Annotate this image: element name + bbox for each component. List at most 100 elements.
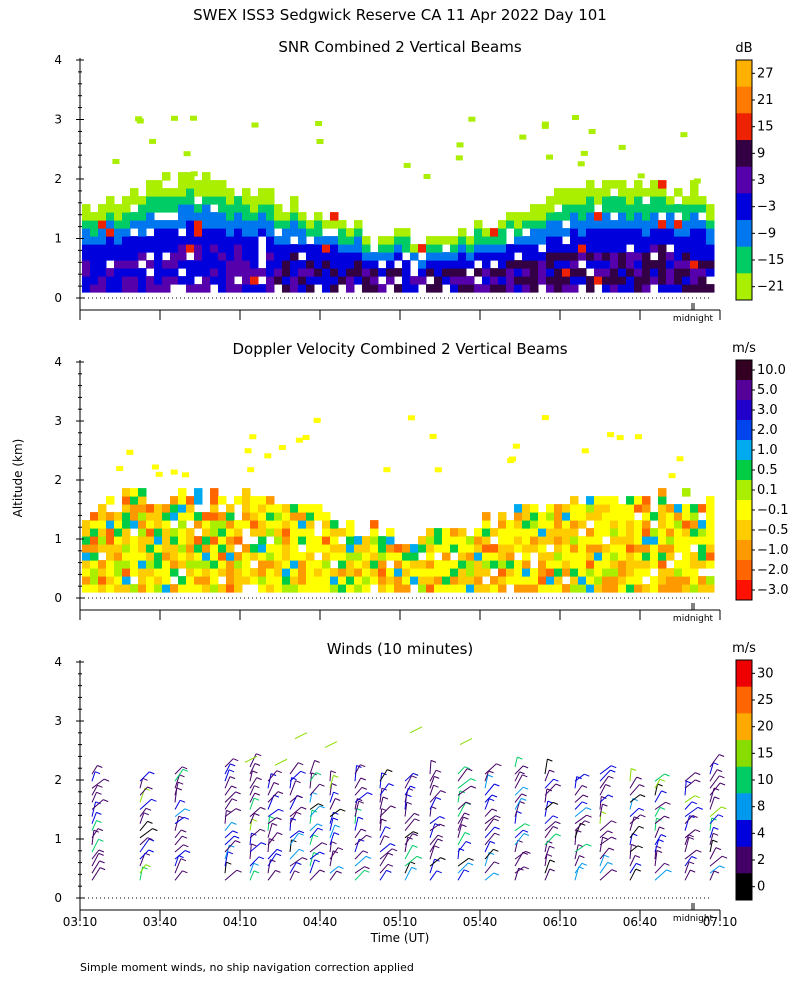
colorbar-label: −21 bbox=[757, 280, 784, 295]
heatmap-cell bbox=[346, 252, 355, 261]
wind-barb bbox=[140, 838, 148, 845]
heatmap-cell bbox=[98, 560, 107, 569]
wind-barb-flag bbox=[234, 836, 239, 838]
heatmap-cell bbox=[458, 536, 467, 545]
heatmap-cell bbox=[378, 268, 387, 277]
y-tick-label: 2 bbox=[54, 773, 62, 787]
heatmap-cell bbox=[138, 528, 147, 537]
heatmap-cell bbox=[170, 568, 179, 577]
heatmap-cell bbox=[666, 260, 675, 269]
heatmap-cell bbox=[458, 552, 467, 561]
heatmap-cell bbox=[114, 204, 123, 213]
wind-barb-flag bbox=[358, 817, 363, 819]
heatmap-cell bbox=[122, 220, 131, 229]
wind-barb-flag bbox=[254, 871, 259, 873]
heatmap-cell bbox=[634, 496, 643, 505]
wind-barb bbox=[405, 813, 414, 823]
heatmap-cell bbox=[194, 260, 203, 269]
heatmap-cell bbox=[690, 204, 699, 213]
heatmap-cell bbox=[650, 228, 659, 237]
heatmap-cell bbox=[114, 528, 123, 537]
heatmap-cell bbox=[610, 204, 619, 213]
wind-barb-flag bbox=[228, 852, 233, 854]
heatmap-cell bbox=[298, 560, 307, 569]
heatmap-cell bbox=[466, 560, 475, 569]
heatmap-cell bbox=[106, 236, 115, 245]
heatmap-cell bbox=[658, 552, 667, 561]
y-tick-label: 4 bbox=[54, 355, 62, 369]
heatmap-cell bbox=[146, 560, 155, 569]
heatmap-cell bbox=[242, 576, 251, 585]
heatmap-cell bbox=[162, 188, 171, 197]
wind-barb-flag bbox=[320, 870, 325, 872]
heatmap-cell bbox=[156, 472, 163, 477]
wind-barb-flag bbox=[413, 845, 418, 847]
heatmap-cell bbox=[330, 568, 339, 577]
heatmap-cell bbox=[658, 244, 667, 253]
heatmap-cell bbox=[618, 560, 627, 569]
heatmap-cell bbox=[674, 520, 683, 529]
heatmap-cell bbox=[370, 520, 379, 529]
heatmap-cell bbox=[618, 212, 627, 221]
y-tick-label: 2 bbox=[54, 172, 62, 186]
wind-barb-flag bbox=[635, 856, 640, 858]
wind-barb-flag bbox=[471, 779, 476, 781]
heatmap-cell bbox=[530, 284, 539, 293]
wind-barb-flag bbox=[362, 787, 367, 789]
heatmap-cell bbox=[658, 220, 667, 229]
heatmap-cell bbox=[186, 544, 195, 553]
heatmap-cell bbox=[602, 212, 611, 221]
wind-barb-flag bbox=[260, 829, 265, 831]
heatmap-cell bbox=[642, 212, 651, 221]
midnight-label: midnight bbox=[673, 914, 714, 924]
heatmap-cell bbox=[370, 560, 379, 569]
heatmap-cell bbox=[530, 260, 539, 269]
heatmap-cell bbox=[522, 528, 531, 537]
heatmap-cell bbox=[546, 212, 555, 221]
heatmap-cell bbox=[650, 180, 659, 189]
heatmap-cell bbox=[378, 584, 387, 593]
heatmap-cell bbox=[362, 576, 371, 585]
wind-barb-flag bbox=[388, 853, 393, 855]
heatmap-cell bbox=[354, 228, 363, 237]
heatmap-cell bbox=[586, 536, 595, 545]
wind-barb-flag bbox=[471, 786, 476, 788]
heatmap-cell bbox=[586, 512, 595, 521]
heatmap-cell bbox=[178, 536, 187, 545]
heatmap-cell bbox=[90, 260, 99, 269]
wind-barb-flag bbox=[610, 770, 615, 772]
heatmap-cell bbox=[258, 204, 267, 213]
wind-barb bbox=[600, 821, 611, 831]
wind-barb bbox=[575, 777, 577, 789]
heatmap-cell bbox=[618, 228, 627, 237]
heatmap-cell bbox=[146, 536, 155, 545]
heatmap-cell bbox=[274, 512, 283, 521]
wind-barb bbox=[575, 802, 582, 810]
heatmap-cell bbox=[674, 268, 683, 277]
colorbar-label: −2.0 bbox=[757, 563, 789, 578]
heatmap-cell bbox=[546, 155, 553, 160]
heatmap-cell bbox=[266, 544, 275, 553]
heatmap-cell bbox=[582, 448, 589, 453]
heatmap-cell bbox=[570, 212, 579, 221]
colorbar-unit: dB bbox=[735, 41, 752, 56]
heatmap-cell bbox=[602, 284, 611, 293]
heatmap-cell bbox=[226, 260, 235, 269]
heatmap-cell bbox=[519, 135, 526, 140]
wind-barb bbox=[175, 767, 182, 774]
heatmap-cell bbox=[450, 544, 459, 553]
heatmap-cell bbox=[474, 584, 483, 593]
wind-barb bbox=[92, 829, 98, 838]
colorbar-label: −3.0 bbox=[757, 583, 789, 598]
wind-barb-flag bbox=[713, 763, 718, 765]
heatmap-cell bbox=[554, 236, 563, 245]
colorbar-swatch bbox=[736, 60, 752, 87]
heatmap-cell bbox=[658, 560, 667, 569]
wind-barb-flag bbox=[720, 866, 725, 868]
heatmap-cell bbox=[434, 244, 443, 253]
heatmap-cell bbox=[402, 276, 411, 285]
heatmap-cell bbox=[546, 196, 555, 205]
heatmap-cell bbox=[642, 220, 651, 229]
wind-barb bbox=[330, 848, 338, 859]
colorbar-label: 9 bbox=[757, 146, 765, 161]
